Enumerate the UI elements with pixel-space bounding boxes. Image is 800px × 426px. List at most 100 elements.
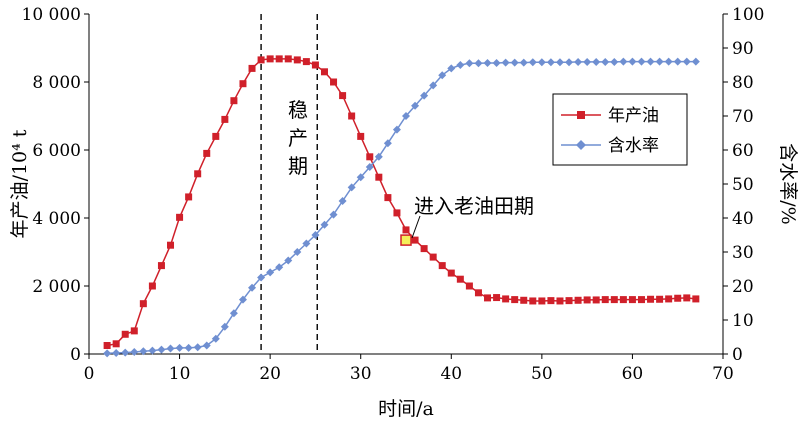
data-point (592, 57, 601, 66)
x-tick-label: 0 (84, 364, 95, 384)
data-point (610, 296, 618, 304)
data-point (356, 173, 365, 182)
legend-box (552, 93, 688, 166)
data-point (392, 125, 401, 134)
data-point (411, 236, 419, 244)
data-point (212, 132, 220, 140)
x-tick-label: 50 (531, 364, 553, 384)
data-point (302, 239, 311, 248)
data-point (185, 193, 193, 201)
data-point (682, 57, 691, 66)
data-point (157, 345, 166, 354)
y-axis-right-title: 含水率/% (777, 143, 799, 224)
data-point (221, 115, 229, 123)
data-point (175, 343, 184, 352)
data-point (220, 322, 229, 331)
data-point (130, 347, 139, 356)
data-point (348, 112, 356, 120)
data-point (365, 163, 374, 171)
data-point (339, 92, 347, 100)
data-point (619, 296, 627, 304)
data-point (320, 220, 329, 229)
data-point (121, 348, 130, 357)
legend-water-marker (576, 140, 586, 150)
data-point (610, 57, 619, 66)
data-point (329, 210, 338, 219)
x-tick-label: 30 (350, 364, 372, 384)
data-point (311, 61, 319, 69)
y-right-tick-label: 50 (732, 175, 754, 195)
data-point (465, 282, 473, 290)
data-point (665, 295, 673, 303)
data-point (193, 343, 202, 352)
data-point (501, 58, 510, 67)
data-point (275, 55, 283, 63)
data-point (484, 294, 492, 302)
data-point (293, 56, 301, 64)
data-point (556, 297, 564, 305)
data-point (266, 55, 274, 63)
data-point (546, 58, 555, 67)
legend-oil-label: 年产油 (608, 106, 659, 126)
y-right-tick-label: 10 (732, 311, 754, 331)
data-point (474, 289, 482, 297)
data-point (203, 149, 211, 157)
data-point (628, 57, 637, 66)
data-point (383, 139, 392, 148)
legend-oil-marker (577, 111, 585, 119)
y-right-tick-label: 40 (732, 209, 754, 229)
data-point (583, 57, 592, 66)
data-point (257, 273, 266, 282)
data-point (691, 57, 700, 66)
data-point (547, 297, 555, 305)
y-right-tick-label: 100 (732, 5, 764, 25)
data-point (429, 81, 438, 90)
x-tick-label: 40 (440, 364, 462, 384)
data-point (583, 296, 591, 304)
plot-frame (88, 14, 724, 355)
data-point (537, 58, 546, 67)
period-divider-lines (260, 14, 318, 354)
data-point (555, 58, 564, 67)
old-field-highlight-point (400, 234, 412, 246)
data-point (402, 226, 410, 234)
data-point (347, 183, 356, 192)
data-point (565, 58, 574, 67)
data-point (238, 295, 247, 304)
data-point (166, 344, 175, 353)
data-point (483, 58, 492, 67)
data-point (384, 194, 392, 202)
y-right-tick-label: 90 (732, 39, 754, 59)
data-point (157, 262, 165, 270)
data-point (148, 346, 157, 355)
data-point (302, 58, 310, 66)
data-point (420, 91, 429, 100)
data-point (520, 296, 528, 304)
y-left-tick-label: 2 000 (32, 277, 81, 297)
data-point (139, 300, 147, 308)
data-point (664, 57, 673, 66)
data-point (139, 347, 148, 356)
old-field-annotation: 进入老油田期 (414, 194, 534, 218)
data-point (438, 71, 447, 80)
x-tick-label: 60 (622, 364, 644, 384)
data-point (112, 340, 120, 348)
data-point (230, 97, 238, 105)
data-point (293, 248, 302, 256)
y-right-tick-label: 80 (732, 73, 754, 93)
data-point (692, 295, 700, 303)
y-left-tick-label: 10 000 (22, 5, 81, 25)
data-point (366, 153, 374, 161)
y-right-tick-label: 70 (732, 107, 754, 127)
data-point (202, 341, 211, 350)
data-point (357, 132, 365, 140)
data-point (519, 58, 528, 67)
data-point (103, 342, 111, 349)
data-point (565, 297, 573, 305)
data-point (502, 295, 510, 303)
data-point (148, 282, 156, 290)
data-point (683, 294, 691, 302)
data-point (338, 197, 347, 205)
